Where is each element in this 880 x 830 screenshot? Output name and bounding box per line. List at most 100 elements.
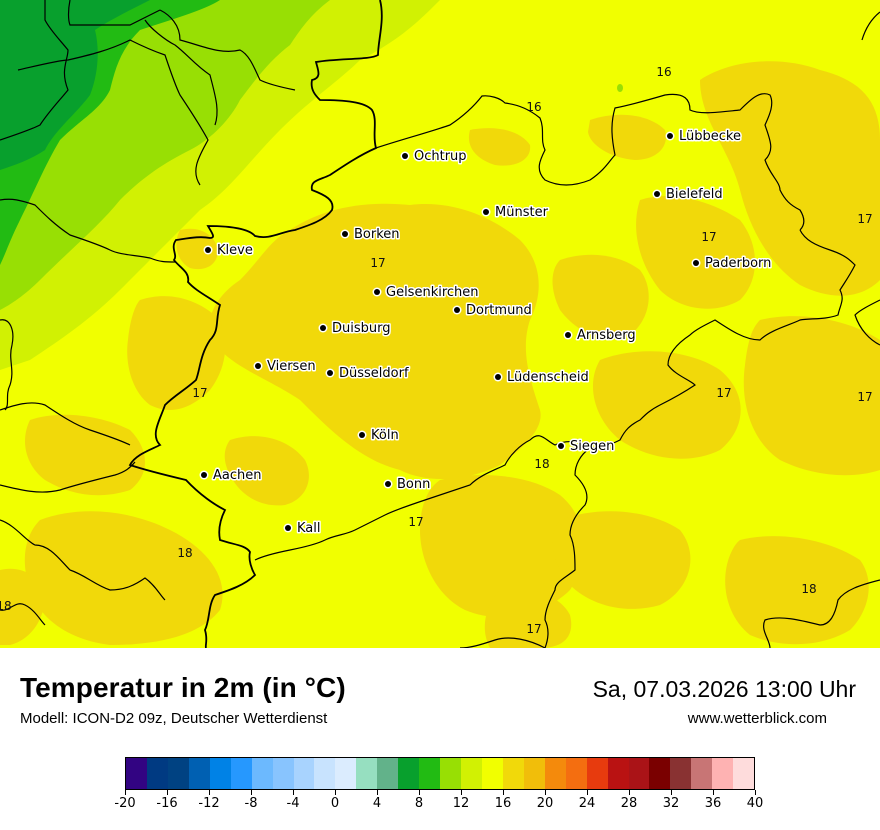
- city-viersen: Viersen: [253, 358, 317, 376]
- colorbar-tick: [418, 790, 420, 795]
- contour-label: 17: [857, 212, 872, 226]
- city-dot-icon: [402, 153, 408, 159]
- city-kall: Kall: [283, 520, 322, 538]
- colorbar-bin: [586, 758, 608, 789]
- colorbar-tick-label: -8: [244, 796, 258, 811]
- city-dot-icon: [359, 432, 365, 438]
- colorbar-tick-label: 12: [452, 796, 470, 811]
- city-dot-icon: [654, 191, 660, 197]
- colorbar-bin: [481, 758, 503, 789]
- city-dot-icon: [374, 289, 380, 295]
- colorbar-bin: [272, 758, 294, 789]
- colorbar-bin: [398, 758, 420, 789]
- city-label: Lübbecke: [679, 129, 741, 144]
- colorbar-bin: [712, 758, 734, 789]
- colorbar-bin: [188, 758, 210, 789]
- contour-label: 17: [716, 386, 731, 400]
- city-label: Arnsberg: [577, 328, 636, 343]
- colorbar-bin: [670, 758, 692, 789]
- colorbar-bin: [502, 758, 524, 789]
- colorbar-bin: [649, 758, 671, 789]
- city-dot-icon: [205, 247, 211, 253]
- city-bonn: Bonn: [383, 476, 432, 494]
- colorbar-tick-label: -16: [156, 796, 178, 811]
- colorbar-tick-label: 40: [746, 796, 764, 811]
- city-dot-icon: [483, 209, 489, 215]
- contour-label: 16: [526, 100, 541, 114]
- city-dot-icon: [255, 363, 261, 369]
- model-source: Modell: ICON-D2 09z, Deutscher Wetterdie…: [20, 710, 328, 727]
- city-label: Viersen: [267, 359, 316, 374]
- city-dot-icon: [342, 231, 348, 237]
- colorbar-bin: [377, 758, 399, 789]
- city-label: Lüdenscheid: [507, 370, 589, 385]
- colorbar-bin: [167, 758, 189, 789]
- city-label: Kall: [297, 521, 321, 536]
- city-k-ln: Köln: [357, 427, 400, 445]
- website-link[interactable]: www.wetterblick.com: [687, 710, 827, 727]
- colorbar-tick: [712, 790, 714, 795]
- colorbar-tick-label: 32: [662, 796, 680, 811]
- temp-zone-16-18: [0, 61, 880, 648]
- contour-label: 18: [0, 599, 12, 613]
- contour-label: 18: [177, 546, 192, 560]
- colorbar-bin: [251, 758, 273, 789]
- city-dortmund: Dortmund: [452, 302, 533, 320]
- colorbar-tick: [628, 790, 630, 795]
- colorbar-bin: [440, 758, 461, 789]
- city-label: Siegen: [570, 439, 614, 454]
- colorbar-tick-label: 16: [494, 796, 512, 811]
- city-duisburg: Duisburg: [318, 320, 392, 338]
- city-label: Gelsenkirchen: [386, 285, 479, 300]
- colorbar-tick-label: 4: [372, 796, 382, 811]
- contour-label: 17: [857, 390, 872, 404]
- contour-label: 16: [656, 65, 671, 79]
- colorbar-tick: [250, 790, 252, 795]
- city-label: Köln: [371, 428, 399, 443]
- city-l-denscheid: Lüdenscheid: [493, 369, 590, 387]
- colorbar-tick-label: 8: [414, 796, 424, 811]
- contour-label: 17: [408, 515, 423, 529]
- city-label: Dortmund: [466, 303, 532, 318]
- city-gelsenkirchen: Gelsenkirchen: [372, 284, 480, 302]
- city-label: Paderborn: [705, 256, 771, 271]
- city-label: Düsseldorf: [339, 366, 409, 381]
- contour-label: 18: [801, 582, 816, 596]
- colorbar-bin: [356, 758, 378, 789]
- city-dot-icon: [558, 443, 564, 449]
- city-arnsberg: Arnsberg: [563, 327, 637, 345]
- colorbar-tick: [586, 790, 588, 795]
- colorbar-bin: [733, 758, 755, 789]
- colorbar-ticks: -20 -16 -12 -8 -4 0 4 8 12 16 20 24 28 32 36 40: [114, 790, 763, 820]
- colorbar-bin: [209, 758, 231, 789]
- colorbar-tick-label: -12: [198, 796, 220, 811]
- city-label: Duisburg: [332, 321, 391, 336]
- city-dot-icon: [327, 370, 333, 376]
- colorbar-bin: [607, 758, 629, 789]
- city-paderborn: Paderborn: [691, 255, 773, 273]
- city-label: Ochtrup: [414, 149, 467, 164]
- colorbar-tick-label: -20: [114, 796, 136, 811]
- temperature-colorbar: [125, 757, 755, 790]
- city-dot-icon: [285, 525, 291, 531]
- city-bielefeld: Bielefeld: [652, 186, 724, 204]
- colorbar-tick: [208, 790, 210, 795]
- city-label: Bielefeld: [666, 187, 723, 202]
- colorbar-tick: [166, 790, 168, 795]
- colorbar-bin: [419, 758, 441, 789]
- colorbar-tick-label: 36: [704, 796, 722, 811]
- city-dot-icon: [693, 260, 699, 266]
- colorbar-tick: [502, 790, 504, 795]
- city-label: Kleve: [217, 243, 253, 258]
- contour-label: 17: [701, 230, 716, 244]
- contour-label: 18: [534, 457, 549, 471]
- colorbar-tick-label: 20: [536, 796, 554, 811]
- colorbar-tick-label: -4: [286, 796, 300, 811]
- city-dot-icon: [495, 374, 501, 380]
- city-dot-icon: [385, 481, 391, 487]
- colorbar-bin: [565, 758, 587, 789]
- contour-label: 17: [192, 386, 207, 400]
- map-title: Temperatur in 2m (in °C): [20, 672, 346, 703]
- temperature-map: 16 16 17 17 17 17 17 17 18 17 18 18 18 17 Ochtrup Lübb…: [0, 0, 880, 648]
- colorbar-tick-label: 24: [578, 796, 596, 811]
